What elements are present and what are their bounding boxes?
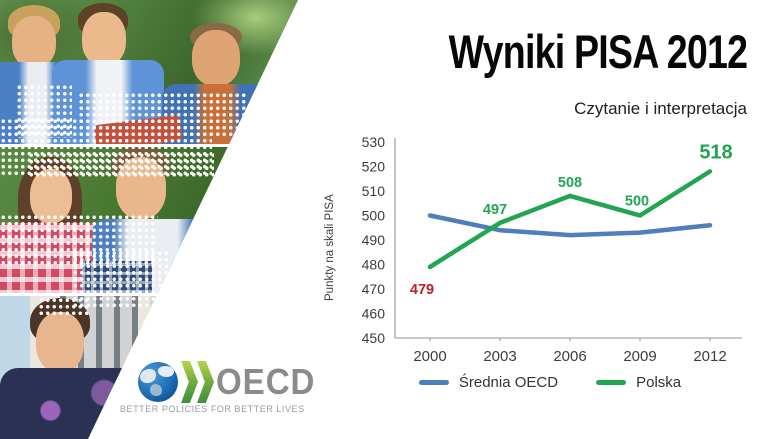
- oecd-globe-icon: [138, 362, 178, 402]
- legend-swatch-polska: [596, 380, 627, 385]
- y-tick-label: 510: [362, 183, 386, 199]
- person-head: [82, 12, 126, 66]
- line-chart: 530 520 510 500 490 480 470 460 450 2000 2003 2006 2…: [362, 134, 742, 365]
- data-label: 508: [558, 175, 582, 191]
- y-tick-label: 530: [362, 134, 386, 150]
- oecd-tagline: BETTER POLICIES FOR BETTER LIVES: [120, 404, 305, 414]
- legend-label-oecd: Średnia OECD: [458, 374, 559, 391]
- y-tick-label: 520: [362, 159, 386, 175]
- data-label: 497: [483, 202, 507, 218]
- legend-swatch-oecd: [418, 380, 449, 385]
- y-tick-label: 450: [362, 330, 386, 346]
- x-tick-label: 2000: [413, 348, 446, 365]
- dot-worldmap-pattern: [28, 152, 214, 178]
- chart-subtitle: Czytanie i interpretacja: [574, 99, 747, 118]
- globe-landmass: [140, 369, 156, 383]
- data-label: 500: [625, 194, 649, 210]
- dot-worldmap-pattern: [38, 297, 90, 317]
- photo-collage: [0, 0, 298, 439]
- person-head: [12, 16, 56, 68]
- series-line-Średnia OECD: [427, 213, 713, 238]
- y-tick-label: 470: [362, 281, 386, 297]
- y-tick-label: 500: [362, 208, 386, 224]
- y-tick-label: 460: [362, 306, 386, 322]
- person-head: [36, 312, 84, 372]
- y-tick-label: 480: [362, 257, 386, 273]
- x-tick-label: 2006: [553, 348, 586, 365]
- x-tick-label: 2003: [483, 348, 516, 365]
- oecd-chevron-icon: [181, 361, 198, 403]
- x-tick-label: 2009: [623, 348, 656, 365]
- globe-landmass: [158, 366, 174, 377]
- x-tick-label: 2012: [693, 348, 726, 365]
- person-head: [192, 30, 240, 86]
- y-tick-label: 490: [362, 232, 386, 248]
- globe-landmass: [150, 384, 162, 396]
- oecd-wordmark: OECD: [216, 361, 316, 402]
- data-label: 518: [699, 141, 732, 163]
- page-title: Wyniki PISA 2012: [448, 25, 747, 78]
- oecd-logo: OECD BETTER POLICIES FOR BETTER LIVES: [118, 358, 318, 418]
- data-label: 479: [410, 282, 434, 298]
- oecd-chevron-icon: [197, 361, 214, 403]
- series-line-Polska: [427, 169, 713, 270]
- legend-label-polska: Polska: [636, 374, 682, 391]
- chart-legend: Średnia OECD Polska: [320, 374, 780, 391]
